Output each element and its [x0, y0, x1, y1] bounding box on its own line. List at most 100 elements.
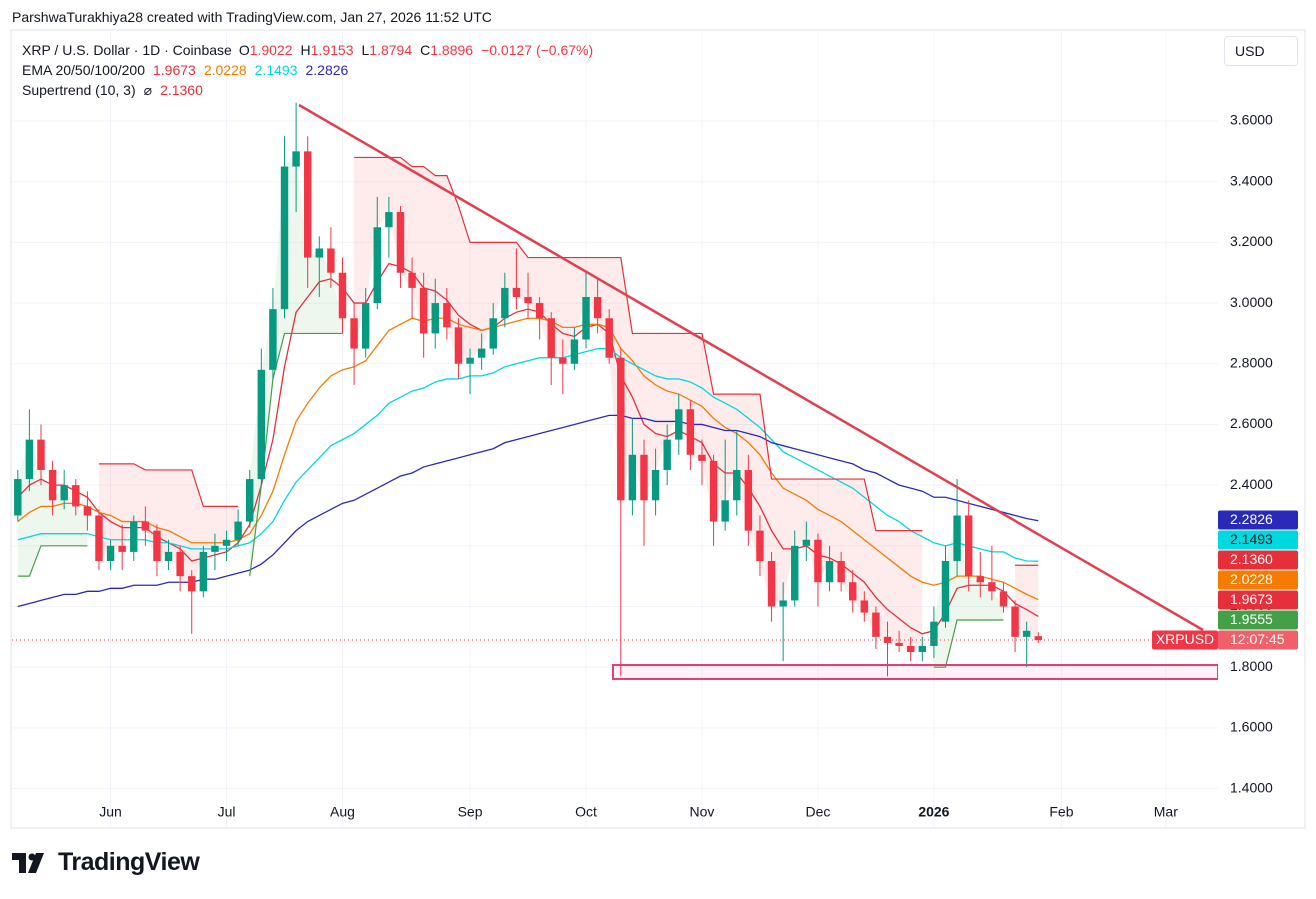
ema-value: 2.0228 — [203, 62, 247, 78]
currency-button[interactable]: USD — [1224, 36, 1298, 66]
candle-body — [709, 460, 718, 522]
x-tick-label: Feb — [1049, 804, 1073, 820]
candle-body — [721, 500, 729, 522]
brand-icon — [12, 852, 44, 873]
candle-body — [25, 439, 34, 480]
price-tag — [1218, 530, 1298, 550]
candle-body — [489, 318, 497, 349]
candle-body — [246, 479, 254, 522]
candle-body — [559, 357, 567, 364]
ohlc-value: 1.9022 — [249, 42, 293, 58]
candle-body — [814, 539, 822, 583]
candle-body — [327, 248, 335, 273]
y-tick-label: 3.0000 — [1230, 294, 1273, 310]
candle-body — [999, 591, 1008, 607]
supertrend-legend: Supertrend (10, 3) ⌀ 2.1360 — [22, 82, 207, 99]
candle-body — [303, 151, 312, 258]
candle-body — [512, 287, 521, 298]
candle-body — [106, 545, 115, 561]
candle-body — [1022, 630, 1031, 637]
y-tick-label: 3.4000 — [1230, 172, 1273, 188]
y-tick-label: 1.8000 — [1230, 658, 1273, 674]
candle-body — [280, 166, 289, 310]
candle-body — [72, 485, 80, 507]
y-tick-label: 3.2000 — [1230, 233, 1273, 249]
ohlc-value: 1.9153 — [310, 42, 354, 58]
candle-body — [501, 287, 509, 319]
candle-body — [431, 303, 439, 334]
candle-body — [825, 560, 834, 583]
candle-body — [419, 287, 428, 334]
y-tick-label: 2.6000 — [1230, 415, 1273, 431]
last-price-symbol: XRPUSD — [1156, 631, 1214, 647]
price-tag-label: 1.9555 — [1230, 611, 1273, 627]
candle-body — [582, 297, 590, 340]
candle-body — [176, 551, 184, 577]
candle-body — [547, 318, 555, 358]
price-tag-label: 2.0228 — [1230, 571, 1273, 587]
candle-body — [153, 530, 161, 561]
candle-body — [211, 545, 219, 552]
candle-body — [617, 357, 625, 501]
ema-legend: EMA 20/50/100/200 1.9673 2.0228 2.1493 2.282… — [22, 62, 356, 78]
supertrend-up-line — [17, 332, 1004, 668]
x-tick-label: Oct — [575, 804, 597, 820]
countdown: 12:07:45 — [1230, 631, 1285, 647]
candle-body — [872, 612, 880, 637]
candle-body — [443, 303, 451, 328]
price-tag-label: 2.1360 — [1230, 551, 1273, 567]
candle-body — [964, 515, 973, 577]
ema-value: 2.1493 — [254, 62, 298, 78]
ohlc-key: H — [300, 42, 311, 58]
candle-body — [222, 539, 231, 546]
x-tick-label: Jul — [218, 804, 236, 820]
attribution: ParshwaTurakhiya28 created with TradingV… — [12, 9, 492, 25]
candle-body — [60, 485, 68, 501]
plot-area — [12, 102, 1218, 677]
candle-body — [593, 297, 602, 319]
candle-body — [918, 645, 927, 653]
brand-name: TradingView — [58, 848, 200, 876]
candle-body — [466, 357, 474, 364]
candle-body — [779, 600, 787, 607]
candle-body — [733, 469, 741, 501]
price-tag-label: 2.1493 — [1230, 531, 1273, 547]
candle-body — [164, 551, 173, 561]
price-tag — [1218, 550, 1298, 570]
price-tag — [1218, 510, 1298, 530]
drawings — [298, 103, 1218, 680]
candle-body — [408, 272, 416, 288]
x-tick-label: Aug — [330, 804, 355, 820]
candle-body — [199, 551, 208, 592]
x-tick-label: Jun — [99, 804, 122, 820]
candle-body — [570, 339, 579, 364]
candle-body — [524, 297, 532, 304]
supertrend-label: Supertrend (10, 3) — [22, 82, 136, 98]
ema-value: 2.2826 — [305, 62, 349, 78]
ema-line — [17, 347, 1039, 562]
support-zone — [612, 664, 1218, 680]
y-tick-label: 1.4000 — [1230, 779, 1273, 795]
trend-line — [298, 103, 1204, 632]
candle-body — [1034, 636, 1042, 640]
brand-logo: TradingView — [12, 848, 200, 877]
axes: 1.40001.60001.80002.00002.20002.40002.60… — [99, 112, 1273, 820]
x-tick-label: 2026 — [918, 804, 949, 820]
candle-body — [988, 582, 996, 592]
candle-body — [257, 369, 266, 480]
candle-body — [941, 560, 950, 622]
symbol-title: XRP / U.S. Dollar · 1D · Coinbase — [22, 42, 232, 58]
ema-label: EMA 20/50/100/200 — [22, 62, 145, 78]
candle-body — [686, 409, 695, 455]
candle-body — [118, 545, 126, 552]
grid — [12, 30, 1218, 828]
candle-body — [37, 439, 45, 470]
candle-body — [83, 506, 92, 516]
price-tag-label: 2.2826 — [1230, 511, 1273, 527]
price-tag — [1218, 570, 1298, 590]
candle-body — [663, 439, 671, 470]
candle-body — [640, 454, 648, 501]
ohlc-key: C — [420, 42, 431, 58]
price-change: −0.0127 (−0.67%) — [481, 42, 594, 58]
